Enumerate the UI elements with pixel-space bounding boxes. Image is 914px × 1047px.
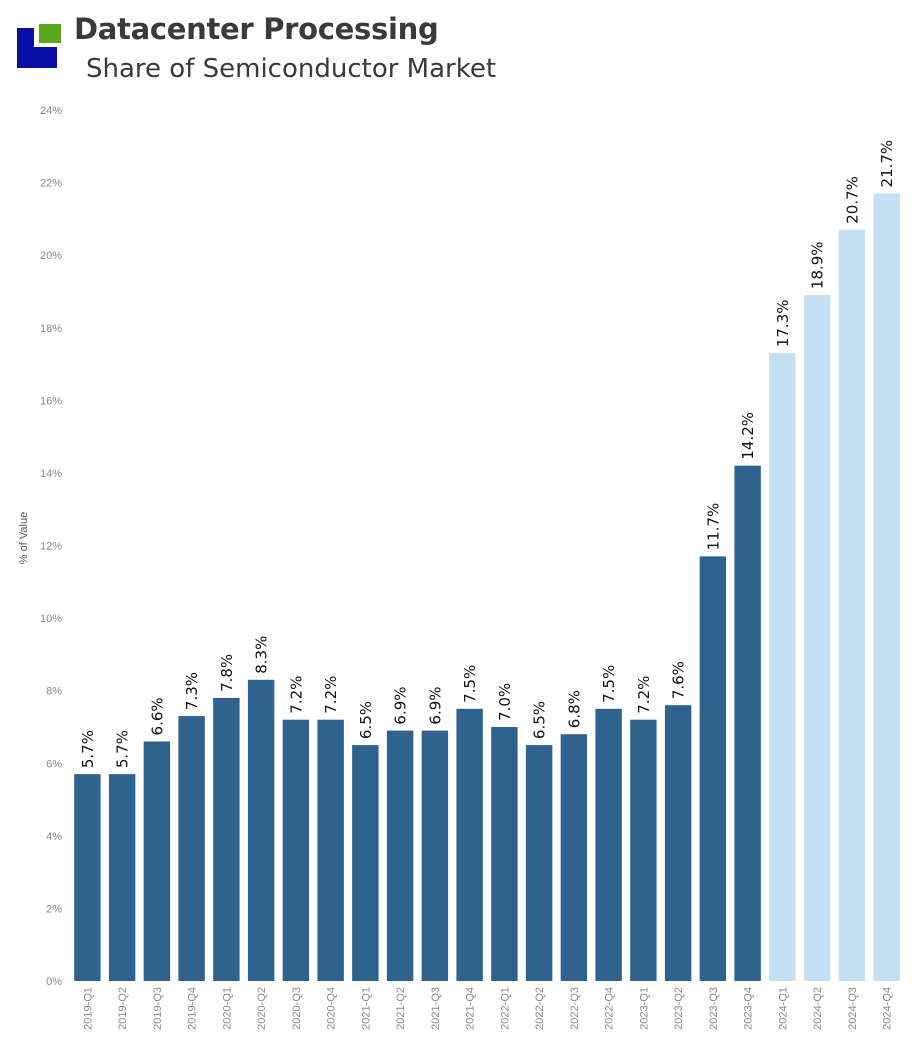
bar-2021-Q1[interactable] [352, 745, 379, 981]
x-tick-label: 2022-Q2 [534, 987, 546, 1030]
bar-2020-Q4[interactable] [317, 719, 344, 981]
x-tick-label: 2023-Q4 [743, 987, 755, 1030]
bar-2024-Q2[interactable] [803, 295, 831, 981]
chart-title: Datacenter Processing [74, 12, 439, 46]
data-label-2024-Q3: 20.7% [843, 176, 861, 224]
x-tick-label: 2022-Q4 [604, 987, 616, 1030]
data-label-2019-Q2: 5.7% [114, 730, 132, 768]
data-label-2019-Q1: 5.7% [79, 730, 97, 768]
bar-2020-Q1[interactable] [213, 697, 240, 981]
x-tick-label: 2022-Q3 [569, 987, 581, 1030]
y-axis-label: % of Value [18, 512, 30, 564]
y-tick-label: 20% [40, 250, 62, 262]
x-tick-label: 2021-Q4 [465, 987, 477, 1030]
bar-2023-Q1[interactable] [630, 719, 657, 981]
data-label-2022-Q2: 6.5% [531, 701, 549, 739]
x-tick-label: 2021-Q3 [430, 987, 442, 1030]
y-tick-label: 6% [46, 758, 62, 770]
data-label-2019-Q3: 6.6% [148, 697, 166, 735]
x-tick-label: 2021-Q2 [395, 987, 407, 1030]
data-label-2022-Q4: 7.5% [600, 665, 618, 703]
data-label-2021-Q3: 6.9% [426, 686, 444, 724]
data-label-2024-Q1: 17.3% [774, 299, 792, 347]
bar-2023-Q2[interactable] [664, 705, 692, 981]
data-label-2023-Q1: 7.2% [635, 676, 653, 714]
chart-subtitle: Share of Semiconductor Market [86, 54, 497, 84]
data-label-2019-Q4: 7.3% [183, 672, 201, 710]
x-tick-label: 2024-Q1 [777, 987, 789, 1030]
x-tick-label: 2019-Q3 [152, 987, 164, 1030]
bar-2021-Q2[interactable] [386, 730, 414, 981]
data-label-2020-Q2: 8.3% [253, 636, 271, 674]
x-tick-label: 2020-Q1 [221, 987, 233, 1030]
bar-2024-Q1[interactable] [769, 353, 796, 981]
data-label-2023-Q3: 11.7% [704, 503, 722, 551]
y-tick-label: 0% [46, 976, 62, 988]
bar-2023-Q3[interactable] [699, 556, 727, 981]
bars: 5.7% 5.7% 6.6% 7.3% 7.8% 8.3% 7.2% 7.2% 6.5% 6.9%… [74, 140, 900, 982]
x-tick-label: 2019-Q1 [82, 987, 94, 1030]
bar-2019-Q3[interactable] [143, 741, 171, 981]
bar-2024-Q3[interactable] [838, 229, 866, 981]
x-tick-label: 2024-Q4 [882, 987, 894, 1030]
data-label-2020-Q1: 7.8% [218, 654, 236, 692]
bar-2020-Q2[interactable] [247, 679, 275, 981]
data-label-2021-Q4: 7.5% [461, 665, 479, 703]
y-tick-label: 22% [40, 178, 62, 190]
y-tick-label: 12% [40, 541, 62, 553]
x-tick-label: 2023-Q3 [708, 987, 720, 1030]
company-logo-icon [17, 24, 61, 68]
x-tick-label: 2023-Q1 [638, 987, 650, 1030]
data-label-2024-Q2: 18.9% [809, 241, 827, 289]
bar-2020-Q3[interactable] [282, 719, 310, 981]
y-tick-label: 4% [46, 831, 62, 843]
x-tick-label: 2020-Q3 [291, 987, 303, 1030]
x-axis: 2019-Q1 2019-Q2 2019-Q3 2019-Q4 2020-Q1 2020-… [82, 987, 893, 1030]
x-tick-label: 2024-Q3 [847, 987, 859, 1030]
data-label-2021-Q1: 6.5% [357, 701, 375, 739]
data-label-2023-Q4: 14.2% [739, 412, 757, 460]
bar-2019-Q2[interactable] [108, 774, 136, 981]
bar-2019-Q4[interactable] [178, 716, 205, 981]
data-label-2022-Q3: 6.8% [565, 690, 583, 728]
y-tick-label: 14% [40, 468, 62, 480]
x-tick-label: 2023-Q2 [673, 987, 685, 1030]
data-label-2024-Q4: 21.7% [878, 140, 896, 188]
data-label-2020-Q4: 7.2% [322, 676, 340, 714]
bar-2024-Q4[interactable] [873, 193, 900, 982]
y-tick-label: 8% [46, 686, 62, 698]
y-tick-label: 16% [40, 395, 62, 407]
data-label-2022-Q1: 7.0% [496, 683, 514, 721]
data-label-2021-Q2: 6.9% [392, 686, 410, 724]
bar-2022-Q3[interactable] [560, 734, 588, 981]
x-tick-label: 2019-Q2 [117, 987, 129, 1030]
bar-2021-Q3[interactable] [421, 730, 449, 981]
x-tick-label: 2021-Q1 [360, 987, 372, 1030]
y-axis: 0% 2% 4% 6% 8% 10% 12% 14% 16% 18% 20% 22% 24% [40, 105, 62, 988]
x-tick-label: 2019-Q4 [187, 987, 199, 1030]
x-tick-label: 2020-Q4 [326, 987, 338, 1030]
x-tick-label: 2022-Q1 [499, 987, 511, 1030]
bar-2022-Q2[interactable] [525, 745, 553, 981]
x-tick-label: 2020-Q2 [256, 987, 268, 1030]
y-tick-label: 18% [40, 323, 62, 335]
y-tick-label: 24% [40, 105, 62, 117]
bar-2021-Q4[interactable] [456, 708, 483, 981]
data-label-2020-Q3: 7.2% [287, 676, 305, 714]
bar-2022-Q1[interactable] [491, 726, 518, 981]
bar-2023-Q4[interactable] [734, 465, 761, 981]
x-tick-label: 2024-Q2 [812, 987, 824, 1030]
data-label-2023-Q2: 7.6% [670, 661, 688, 699]
bar-2022-Q4[interactable] [595, 708, 622, 981]
y-tick-label: 10% [40, 613, 62, 625]
y-tick-label: 2% [46, 903, 62, 915]
bar-2019-Q1[interactable] [74, 774, 101, 981]
